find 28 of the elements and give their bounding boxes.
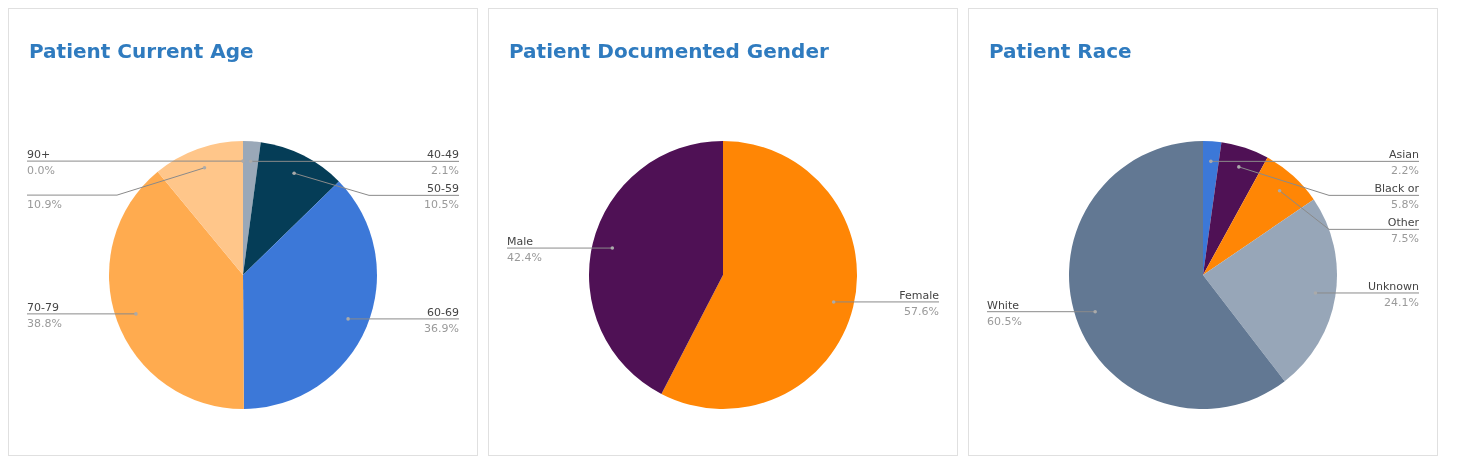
slice-label: 60-69	[427, 305, 459, 319]
slice-label: Black or	[1374, 182, 1420, 196]
chart-title: Patient Current Age	[28, 38, 255, 65]
slice-label: 50-59	[427, 182, 459, 196]
chart-title: Patient Race	[988, 38, 1133, 65]
slice-label: White	[987, 298, 1020, 312]
text: 0.0%	[27, 164, 55, 178]
data-label: 10.5%	[424, 198, 459, 212]
data-label: 60.5%	[987, 314, 1022, 328]
slice-label: Male	[507, 235, 534, 249]
data-label: 38.8%	[27, 316, 62, 330]
slice-label: Female	[899, 288, 940, 302]
slice-label: Asian	[1388, 148, 1420, 162]
data-label: 24.1%	[1384, 295, 1419, 309]
slice-label: 70-79	[27, 300, 59, 314]
category-label: 90+	[27, 148, 51, 162]
data-label: 57.6%	[904, 304, 939, 318]
slice-label: 40-49	[427, 148, 459, 162]
data-label: 42.4%	[507, 251, 542, 265]
data-label: 2.2%	[1391, 164, 1419, 178]
data-label: 7.5%	[1391, 232, 1419, 246]
data-label: 10.9%	[27, 198, 62, 212]
data-label: 36.9%	[424, 321, 459, 335]
slice-label: Unknown	[1367, 279, 1420, 293]
data-label: 2.1%	[431, 164, 459, 178]
data-label: 5.8%	[1391, 198, 1419, 212]
chart-title: Patient Documented Gender	[508, 38, 830, 65]
slice-label: Other	[1387, 216, 1420, 230]
